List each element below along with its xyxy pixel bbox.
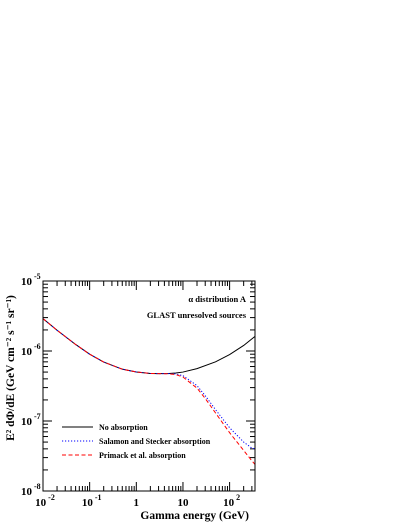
tick-labels: 10 -2 10 -1 1 10 10 2 10 -5 10 -6 10 -7 10 -8: [21, 272, 240, 509]
x-tick-label: 10 -1: [82, 493, 102, 509]
x-tick-label: 10 2: [223, 493, 240, 509]
x-tick-label: 10 -2: [35, 493, 55, 509]
series-line: [42, 318, 256, 465]
y-tick-label: 10 -6: [21, 342, 41, 358]
x-tick-label: 1: [134, 497, 140, 509]
y-axis-title: E² dΦ/dE (GeV cm⁻² s⁻¹ sr⁻¹): [5, 295, 17, 441]
series-curves: [42, 318, 256, 465]
x-tick-label: 10: [177, 497, 189, 509]
series-line: [42, 318, 256, 375]
y-tick-label: 10 -5: [21, 272, 41, 288]
legend-label: Primack et al. absorption: [99, 451, 186, 460]
axis-ticks: [42, 281, 255, 492]
annotation-glast: GLAST unresolved sources: [147, 310, 247, 320]
legend-label: Salamon and Stecker absorption: [99, 437, 211, 446]
y-tick-label: 10 -7: [21, 412, 41, 428]
legend-label: No absorption: [99, 423, 148, 432]
y-tick-label: 10 -8: [21, 482, 41, 498]
annotation-distribution: α distribution A: [188, 294, 247, 304]
x-axis-title: Gamma energy (GeV): [140, 510, 249, 522]
plot-frame: [42, 280, 256, 492]
series-line: [42, 318, 256, 450]
legend: No absorption Salamon and Stecker absorpt…: [62, 423, 211, 460]
